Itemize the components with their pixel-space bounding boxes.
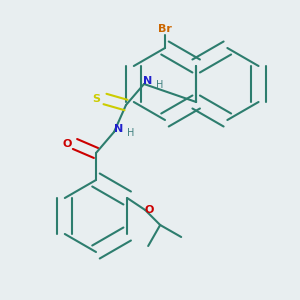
- Text: O: O: [63, 139, 72, 149]
- Text: Br: Br: [158, 23, 172, 34]
- Text: S: S: [92, 94, 100, 104]
- Text: N: N: [143, 76, 152, 86]
- Text: H: H: [156, 80, 163, 91]
- Text: N: N: [114, 124, 123, 134]
- Text: H: H: [127, 128, 134, 139]
- Text: O: O: [145, 205, 154, 215]
